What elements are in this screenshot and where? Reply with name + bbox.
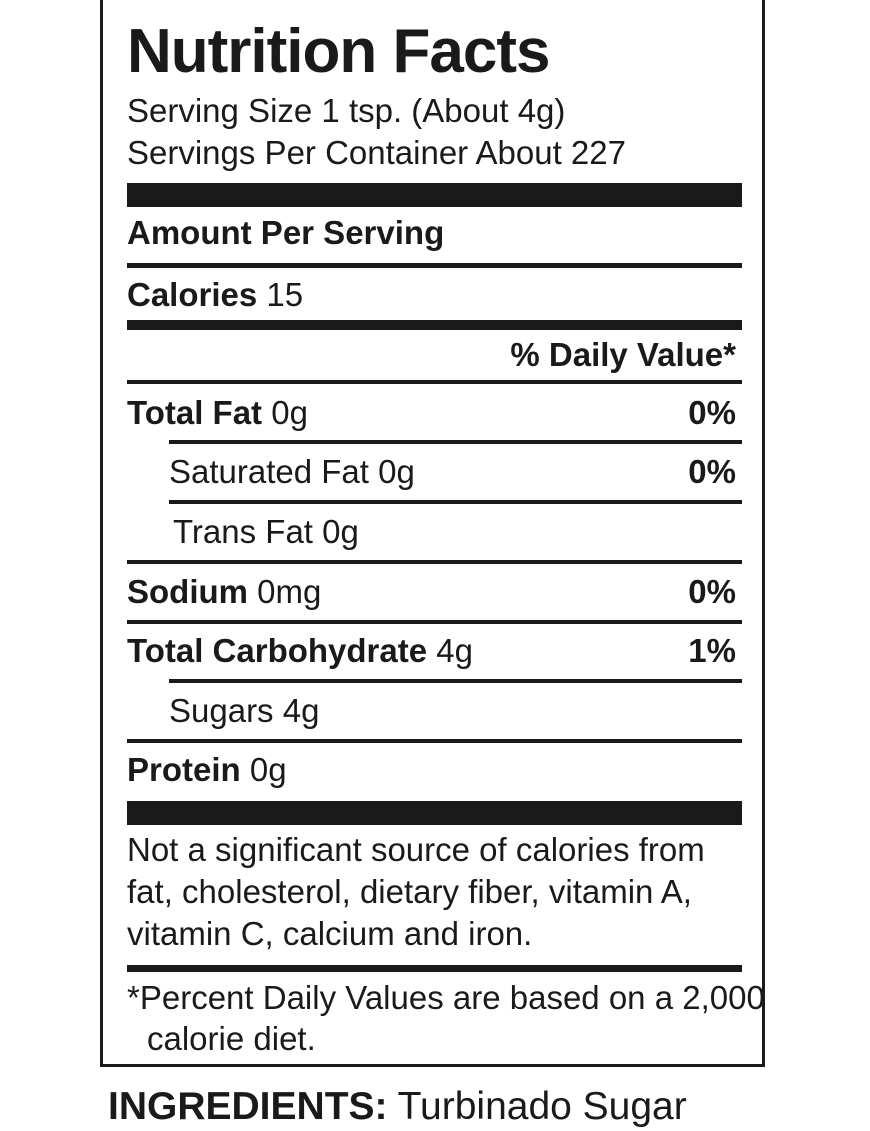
servings-per-container: Servings Per Container About 227	[127, 134, 626, 171]
percent-note-line: calorie diet.	[147, 1020, 316, 1057]
calories-label: Calories	[127, 276, 258, 313]
ingredients-label: INGREDIENTS:	[108, 1085, 388, 1128]
calories-value: 15	[266, 276, 304, 313]
divider	[169, 440, 742, 444]
nutrient-row-protein: Protein 0g	[127, 750, 287, 790]
divider	[169, 500, 742, 504]
nutrient-row-saturated-fat: Saturated Fat 0g	[169, 452, 415, 492]
nutrient-row-total-carbohydrate: Total Carbohydrate 4g	[127, 631, 473, 671]
nutrient-name: Sugars	[169, 692, 274, 729]
thick-divider	[127, 801, 742, 825]
nutrient-amount: 0g	[322, 513, 359, 550]
nutrient-amount: 0g	[378, 453, 415, 490]
calories-row: Calories 15	[127, 275, 303, 315]
nutrient-dv: 0%	[688, 394, 736, 431]
percent-note-line: *Percent Daily Values are based on a 2,0…	[127, 979, 765, 1016]
divider	[127, 620, 742, 624]
nutrient-name: Total Fat	[127, 394, 263, 431]
nutrient-dv: 0%	[688, 453, 736, 490]
medium-divider	[127, 320, 742, 330]
nutrient-name: Trans Fat	[173, 513, 313, 550]
serving-size: Serving Size 1 tsp. (About 4g)	[127, 92, 566, 129]
nutrient-amount: 0mg	[257, 573, 322, 610]
nutrient-dv: 0%	[688, 573, 736, 610]
divider	[127, 263, 742, 268]
nutrient-name: Sodium	[127, 573, 248, 610]
amount-per-serving: Amount Per Serving	[127, 214, 445, 251]
divider	[127, 965, 742, 972]
nutrient-amount: 0g	[271, 394, 308, 431]
nutrient-name: Saturated Fat	[169, 453, 369, 490]
thick-divider	[127, 183, 742, 207]
ingredients-line: INGREDIENTS: Turbinado Sugar	[108, 1083, 687, 1131]
daily-value-header: % Daily Value*	[510, 336, 736, 373]
footnote-line: vitamin C, calcium and iron.	[127, 915, 533, 952]
nutrient-amount: 4g	[282, 692, 320, 729]
ingredients-value: Turbinado Sugar	[397, 1085, 687, 1128]
divider	[127, 380, 742, 384]
divider	[127, 739, 742, 743]
nutrient-dv: 1%	[688, 632, 736, 669]
nutrition-facts-panel: Nutrition Facts Serving Size 1 tsp. (Abo…	[100, 0, 765, 1067]
nutrient-row-sugars: Sugars 4g	[169, 691, 319, 731]
footnote-line: Not a significant source of calories fro…	[127, 831, 705, 868]
label-title: Nutrition Facts	[127, 17, 550, 86]
nutrient-amount: 4g	[436, 632, 473, 669]
nutrient-name: Protein	[127, 751, 241, 788]
nutrient-row-sodium: Sodium 0mg	[127, 572, 321, 612]
nutrient-row-total-fat: Total Fat 0g	[127, 393, 308, 433]
nutrient-amount: 0g	[249, 751, 287, 788]
nutrient-name: Total Carbohydrate	[127, 632, 428, 669]
divider	[169, 679, 742, 683]
divider	[127, 560, 742, 564]
footnote-line: fat, cholesterol, dietary fiber, vitamin…	[127, 873, 692, 910]
nutrient-row-trans-fat: Trans Fat 0g	[173, 512, 359, 552]
